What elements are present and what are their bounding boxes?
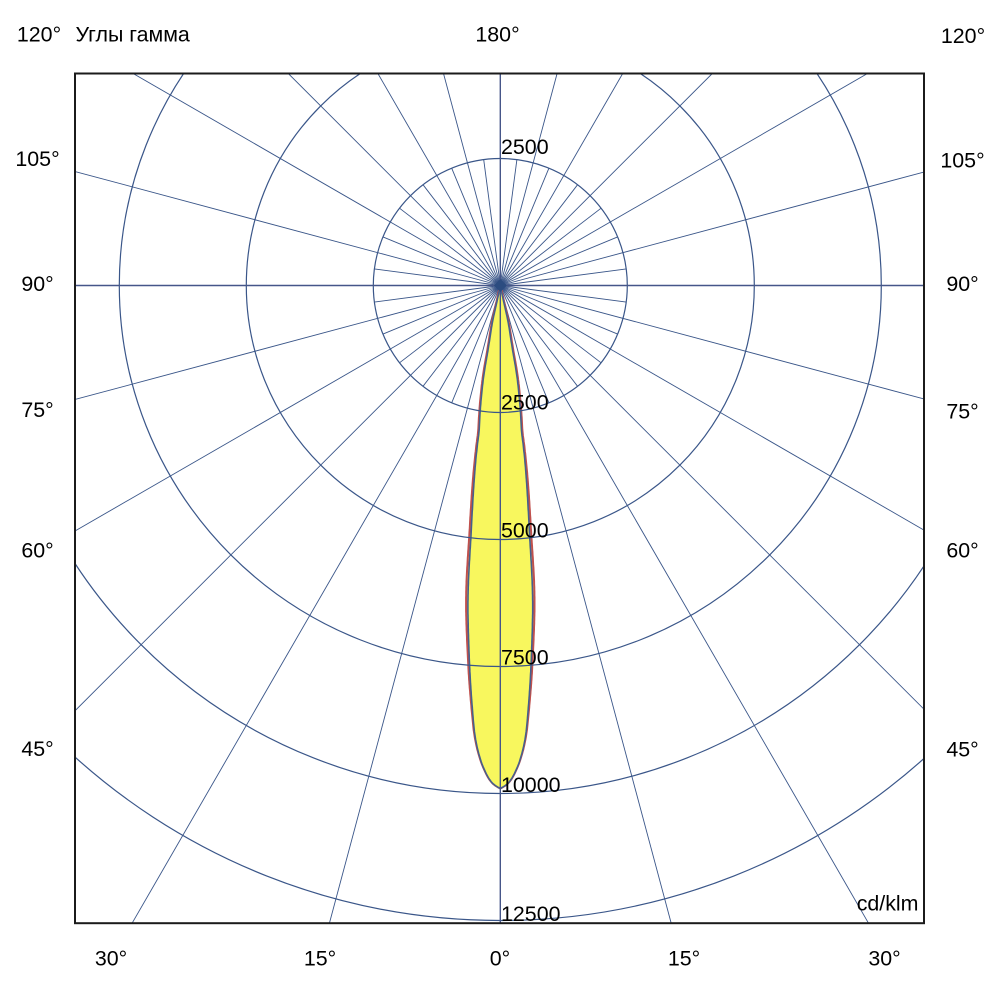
svg-text:0°: 0° [490, 947, 510, 971]
svg-text:12500: 12500 [501, 902, 561, 926]
svg-text:45°: 45° [946, 738, 978, 762]
svg-text:30°: 30° [868, 947, 900, 971]
svg-text:75°: 75° [946, 400, 978, 424]
svg-text:105°: 105° [15, 147, 59, 171]
svg-text:7500: 7500 [501, 646, 549, 670]
svg-text:180°: 180° [475, 23, 519, 47]
svg-text:30°: 30° [95, 947, 127, 971]
svg-text:15°: 15° [668, 947, 700, 971]
svg-text:105°: 105° [940, 149, 984, 173]
svg-text:75°: 75° [21, 398, 53, 422]
svg-text:10000: 10000 [501, 773, 561, 797]
svg-text:120°: 120° [941, 24, 985, 48]
svg-text:90°: 90° [21, 272, 53, 296]
svg-text:60°: 60° [21, 539, 53, 563]
svg-text:45°: 45° [21, 737, 53, 761]
svg-text:5000: 5000 [501, 519, 549, 543]
svg-text:Углы гамма: Углы гамма [76, 23, 190, 47]
svg-text:60°: 60° [946, 539, 978, 563]
svg-text:2500: 2500 [501, 135, 549, 159]
svg-text:2500: 2500 [501, 391, 549, 415]
svg-text:cd/klm: cd/klm [857, 892, 919, 916]
svg-text:120°: 120° [17, 23, 61, 47]
svg-text:15°: 15° [304, 947, 336, 971]
svg-text:90°: 90° [946, 272, 978, 296]
